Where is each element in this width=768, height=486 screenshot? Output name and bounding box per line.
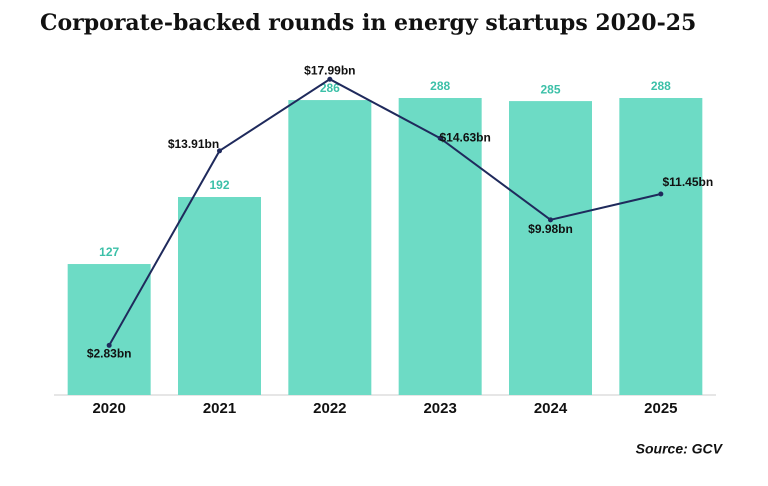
x-tick-label: 2023 bbox=[423, 400, 456, 417]
bar-label: 127 bbox=[99, 245, 119, 259]
x-tick-label: 2020 bbox=[92, 400, 125, 417]
x-tick-label: 2024 bbox=[534, 400, 568, 417]
line-point bbox=[217, 148, 222, 154]
line-point bbox=[327, 76, 333, 82]
x-tick-label: 2022 bbox=[313, 400, 346, 417]
line-label: $11.45bn bbox=[662, 175, 713, 189]
line-label: $14.63bn bbox=[439, 130, 490, 144]
bar bbox=[619, 98, 703, 395]
line-point bbox=[548, 217, 553, 223]
line-label: $17.99bn bbox=[304, 63, 355, 77]
source: Source: GCV bbox=[636, 441, 724, 457]
bar-label: 285 bbox=[540, 82, 560, 96]
bar bbox=[67, 264, 151, 395]
bar-label: 286 bbox=[320, 81, 340, 95]
bar bbox=[398, 98, 482, 395]
bar-label: 288 bbox=[651, 79, 671, 93]
line-label: $9.98bn bbox=[528, 222, 573, 236]
x-tick-label: 2021 bbox=[203, 400, 236, 417]
bar-label: 288 bbox=[430, 79, 450, 93]
bar-label: 192 bbox=[209, 178, 229, 192]
x-tick-label: 2025 bbox=[644, 400, 677, 417]
chart-title: Corporate-backed rounds in energy startu… bbox=[40, 10, 696, 36]
line bbox=[108, 78, 662, 346]
bar bbox=[178, 197, 261, 395]
line-label: $2.83bn bbox=[87, 346, 132, 360]
line-point bbox=[106, 342, 112, 348]
bar bbox=[509, 101, 592, 395]
line-point bbox=[658, 191, 664, 197]
line-point bbox=[437, 135, 443, 141]
line-label: $13.91bn bbox=[168, 137, 219, 151]
bar bbox=[288, 100, 372, 395]
